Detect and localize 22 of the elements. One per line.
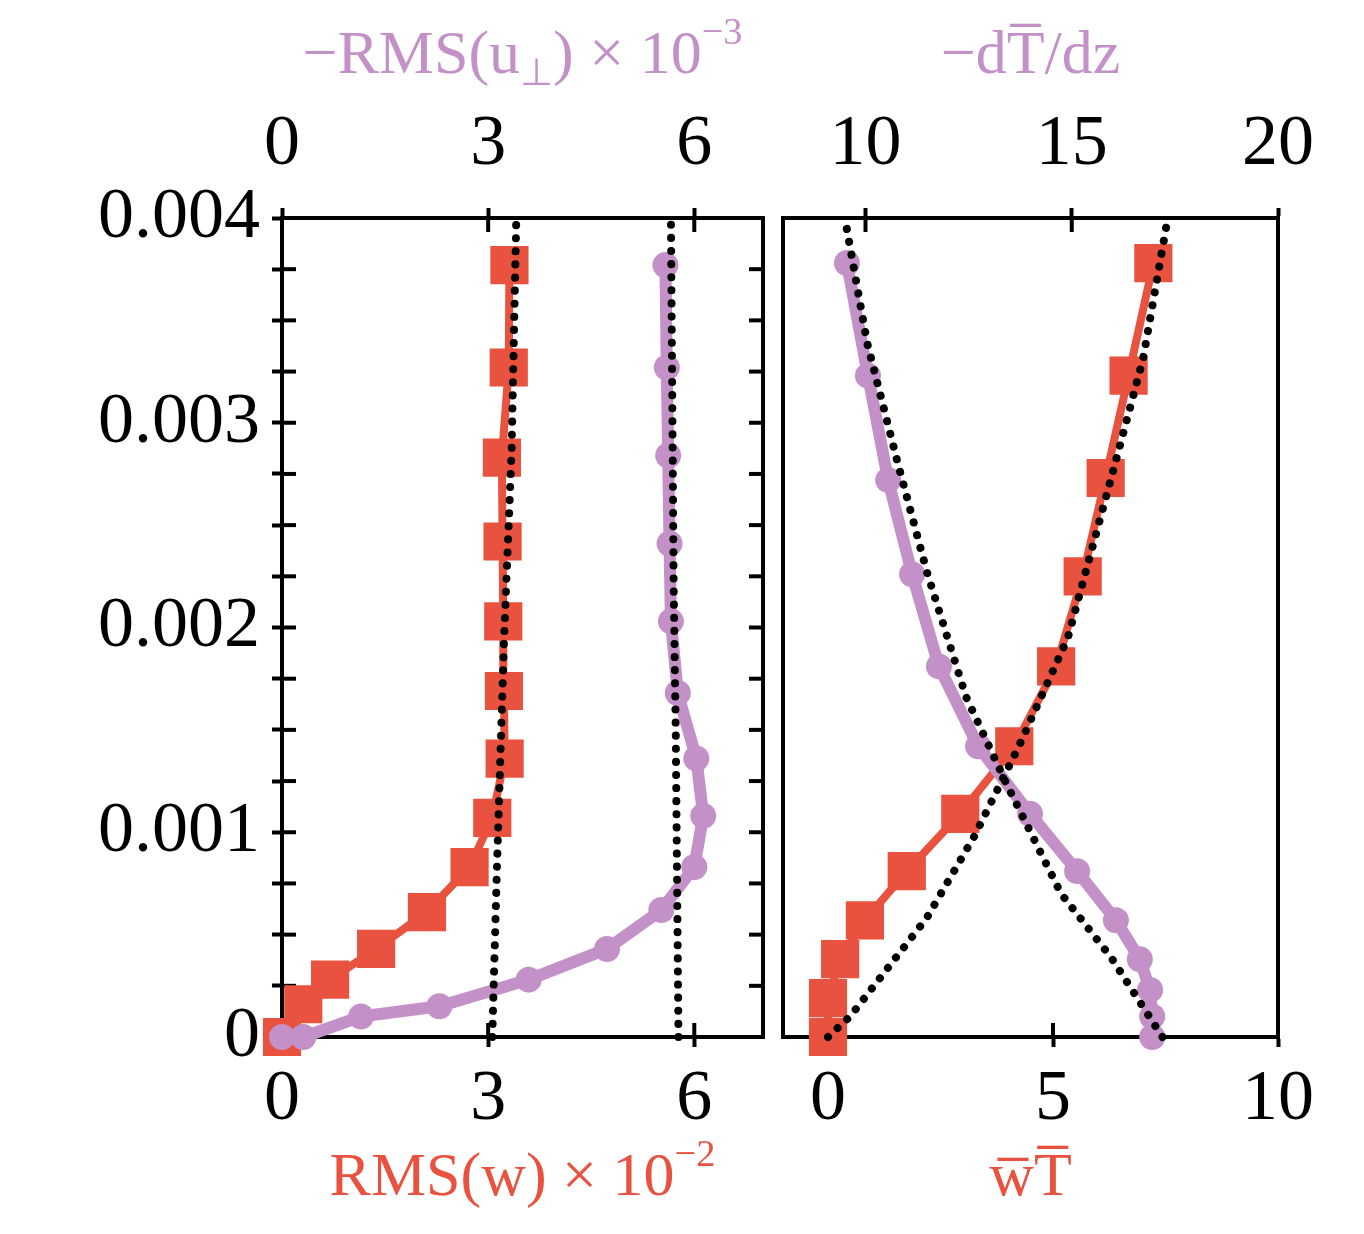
point [808, 979, 848, 1018]
y-tick-label: 0.001 [98, 787, 260, 868]
x2-tick-label: 20 [1242, 99, 1314, 180]
x-tick-label: 5 [1035, 1055, 1071, 1136]
y-tick-label: 0.002 [98, 582, 260, 663]
x2-tick-label: 15 [1035, 99, 1108, 180]
x2-tick-label: 10 [829, 99, 902, 180]
point [845, 901, 884, 940]
point [941, 794, 980, 833]
point [808, 1017, 848, 1057]
point [821, 940, 860, 979]
x-tick-label: 10 [1242, 1055, 1314, 1136]
x2-tick-label: 6 [676, 99, 713, 180]
point [887, 852, 926, 891]
x2-axis-title: −RMS(u$_{⊥}$) × 10$^{−3}$ [302, 10, 743, 93]
y-tick-label: 0.003 [98, 377, 260, 458]
y-tick-label: 0 [224, 991, 260, 1072]
x-tick-label: 0 [810, 1055, 846, 1136]
y-tick-label: 0.004 [98, 172, 260, 253]
x2-axis-title: −dT̅/dz [940, 18, 1121, 87]
x2-tick-label: 3 [470, 99, 507, 180]
x-axis-title: w̅T̅ [989, 1140, 1072, 1209]
